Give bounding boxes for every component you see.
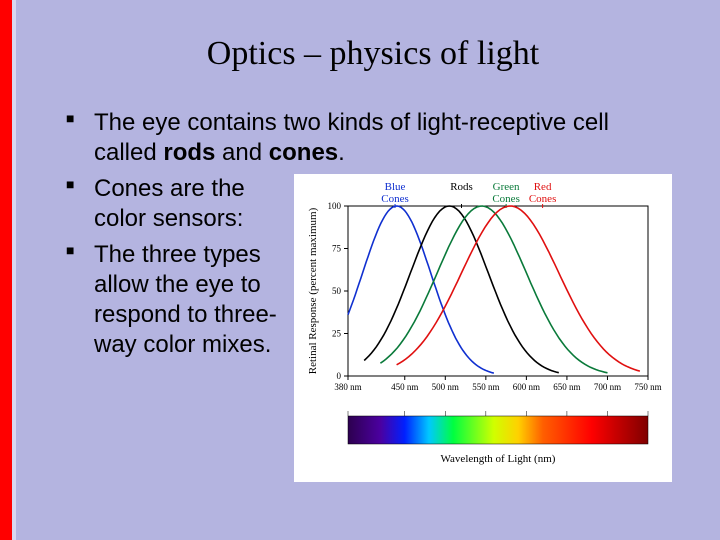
svg-text:600 nm: 600 nm — [513, 382, 540, 392]
retinal-response-chart: 0 25 50 75 100 Retinal Response (percent maxi… — [298, 178, 668, 478]
svg-text:650 nm: 650 nm — [553, 382, 580, 392]
svg-text:Cones: Cones — [381, 193, 409, 205]
page-title: Optics – physics of light — [66, 35, 680, 73]
bullet-1: The eye contains two kinds of light-rece… — [66, 108, 654, 168]
slide-content: Optics – physics of light The eye contai… — [16, 0, 720, 540]
svg-text:50: 50 — [332, 286, 342, 296]
bullet-list-left: Cones are the color sensors: The three t… — [66, 174, 286, 366]
svg-text:Retinal Response (percent maxi: Retinal Response (percent maximum) — [307, 207, 319, 374]
svg-text:380 nm: 380 nm — [334, 382, 361, 392]
svg-text:700 nm: 700 nm — [594, 382, 621, 392]
svg-text:0: 0 — [337, 371, 342, 381]
bullet-2: Cones are the color sensors: — [66, 174, 286, 234]
svg-text:Rods: Rods — [450, 181, 473, 193]
svg-text:Red: Red — [534, 181, 552, 193]
svg-text:450 nm: 450 nm — [391, 382, 418, 392]
svg-text:Cones: Cones — [529, 193, 557, 205]
content-row: Cones are the color sensors: The three t… — [66, 174, 680, 482]
svg-text:Blue: Blue — [385, 181, 406, 193]
svg-text:500 nm: 500 nm — [432, 382, 459, 392]
bullet-1-end: . — [338, 139, 345, 166]
bullet-list: The eye contains two kinds of light-rece… — [66, 108, 680, 168]
svg-text:100: 100 — [328, 201, 342, 211]
bullet-1-and: and — [215, 139, 268, 166]
accent-stripe-red — [0, 0, 12, 540]
svg-text:75: 75 — [332, 244, 342, 254]
svg-text:750 nm: 750 nm — [634, 382, 661, 392]
svg-text:Green: Green — [493, 181, 520, 193]
svg-text:Wavelength of Light (nm): Wavelength of Light (nm) — [441, 453, 556, 465]
svg-text:25: 25 — [332, 329, 342, 339]
svg-text:Cones: Cones — [492, 193, 520, 205]
svg-text:550 nm: 550 nm — [472, 382, 499, 392]
bullet-3: The three types allow the eye to respond… — [66, 240, 286, 360]
bullet-1-rods: rods — [163, 139, 215, 166]
bullet-1-cones: cones — [269, 139, 338, 166]
chart-container: 0 25 50 75 100 Retinal Response (percent maxi… — [294, 174, 672, 482]
